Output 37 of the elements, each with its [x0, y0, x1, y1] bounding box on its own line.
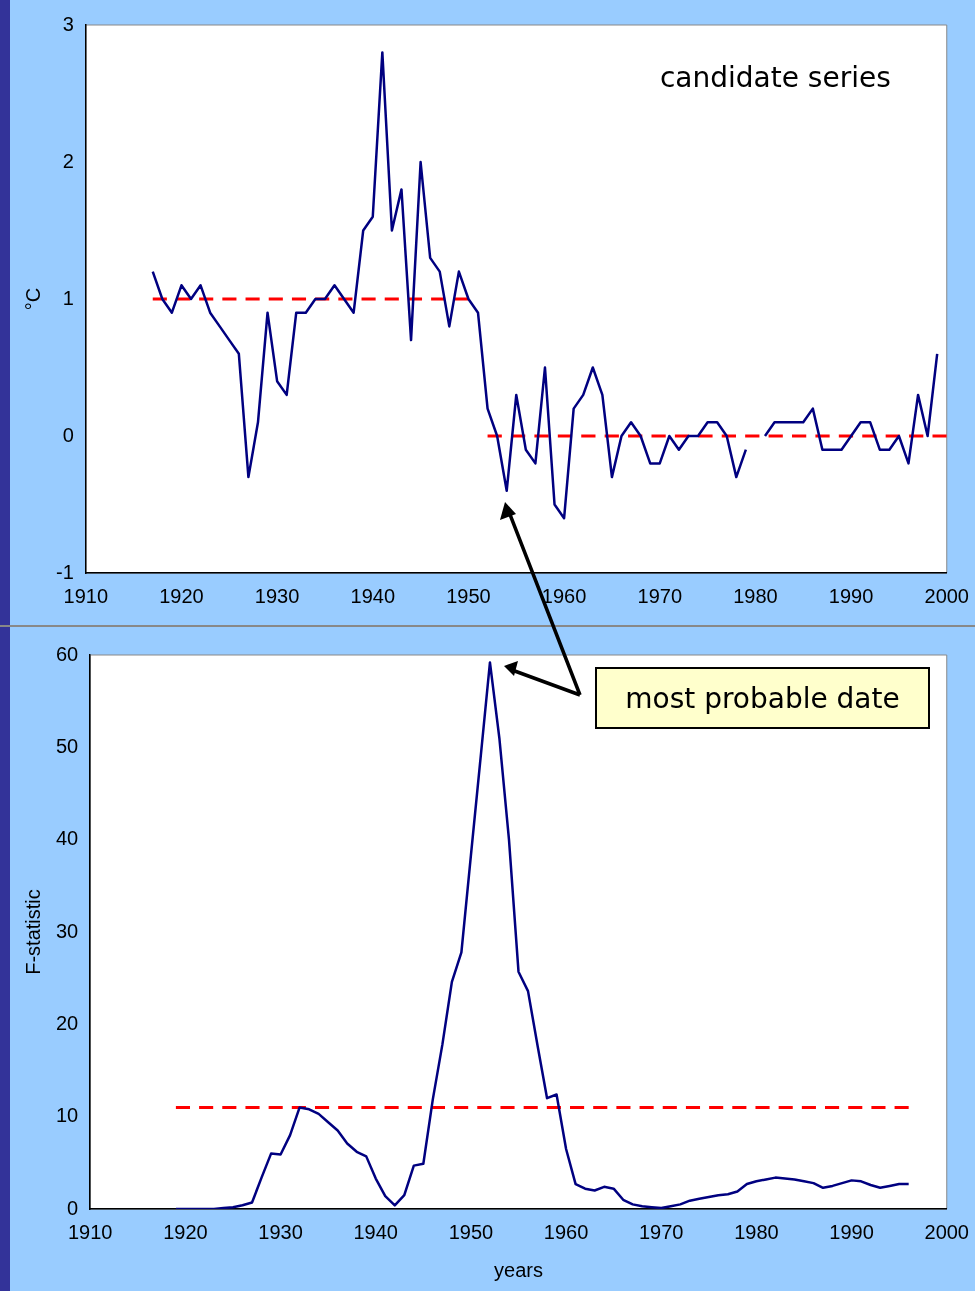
x-tick-label: 1940 — [350, 584, 396, 607]
x-tick-label: 1940 — [353, 1220, 398, 1243]
y-tick-label: 10 — [56, 1104, 79, 1127]
x-tick-label: 1980 — [734, 1220, 779, 1243]
y-tick-label: -1 — [55, 560, 74, 583]
x-tick-label: 2000 — [924, 1220, 969, 1243]
x-tick-label: 1950 — [448, 1220, 494, 1243]
y-tick-label: 20 — [56, 1011, 79, 1034]
x-tick-label: 2000 — [924, 584, 969, 607]
x-tick-label: 1930 — [258, 1220, 303, 1243]
y-axis-title: °C — [21, 287, 44, 311]
y-tick-label: 0 — [62, 423, 74, 446]
y-axis-title: F-statistic — [21, 889, 44, 975]
x-tick-label: 1910 — [68, 1220, 113, 1243]
x-tick-label: 1980 — [733, 584, 778, 607]
x-tick-label: 1920 — [163, 1220, 208, 1243]
x-axis-title: years — [494, 1258, 543, 1281]
y-tick-label: 1 — [62, 286, 74, 309]
y-tick-label: 30 — [56, 919, 79, 942]
x-tick-label: 1990 — [829, 1220, 874, 1243]
x-tick-label: 1930 — [254, 584, 300, 607]
x-tick-label: 1970 — [639, 1220, 684, 1243]
y-tick-label: 0 — [67, 1196, 79, 1219]
y-tick-label: 40 — [56, 827, 79, 850]
x-tick-label: 1920 — [159, 584, 204, 607]
x-tick-label: 1910 — [63, 584, 109, 607]
annotation: most probable date — [595, 667, 930, 729]
y-tick-label: 3 — [62, 12, 74, 35]
x-tick-label: 1970 — [637, 584, 683, 607]
y-tick-label: 50 — [56, 734, 79, 757]
x-tick-label: 1950 — [446, 584, 491, 607]
x-tick-label: 1960 — [543, 1220, 589, 1243]
x-tick-label: 1990 — [828, 584, 874, 607]
x-tick-label: 1960 — [541, 584, 587, 607]
annotation: candidate series — [659, 61, 891, 95]
y-tick-label: 60 — [56, 642, 79, 665]
y-tick-label: 2 — [62, 149, 74, 172]
